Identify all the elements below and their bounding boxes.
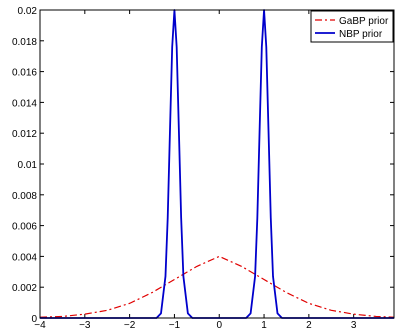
y-tick-label: 0.012: [12, 129, 37, 140]
x-tick-label: −4: [34, 320, 46, 331]
y-tick-label: 0.008: [12, 191, 37, 202]
x-tick-label: −2: [124, 320, 136, 331]
plot-background: [40, 10, 394, 318]
x-tick-label: 3: [351, 320, 357, 331]
plot-frame: [39, 9, 395, 319]
x-tick-label: −3: [79, 320, 91, 331]
x-tick-label: 1: [261, 320, 267, 331]
legend-label: GaBP prior: [339, 16, 389, 27]
y-tick-label: 0.006: [12, 222, 37, 233]
y-tick-label: 0: [31, 314, 37, 325]
y-tick-label: 0.02: [18, 6, 38, 17]
series-line-gabp-prior: [39, 255, 395, 318]
y-tick-label: 0.016: [12, 68, 37, 79]
x-tick-label: 2: [306, 320, 312, 331]
y-axis-tick-labels: 0 0.002 0.004 0.006 0.008 0.01 0.012 0.014 0.016…: [12, 6, 37, 325]
y-tick-label: 0.004: [12, 252, 37, 263]
legend-box: [310, 10, 394, 43]
y-tick-label: 0.014: [12, 98, 37, 109]
x-axis-tick-labels: −4 −3 −2 −1 0 1 2 3: [34, 320, 357, 331]
x-tick-label: 0: [216, 320, 222, 331]
y-tick-label: 0.01: [18, 160, 38, 171]
legend-label: NBP prior: [339, 29, 383, 40]
x-tick-label: −1: [169, 320, 181, 331]
y-tick-label: 0.018: [12, 37, 37, 48]
legend: GaBP prior NBP prior: [310, 10, 394, 43]
y-tick-label: 0.002: [12, 283, 37, 294]
